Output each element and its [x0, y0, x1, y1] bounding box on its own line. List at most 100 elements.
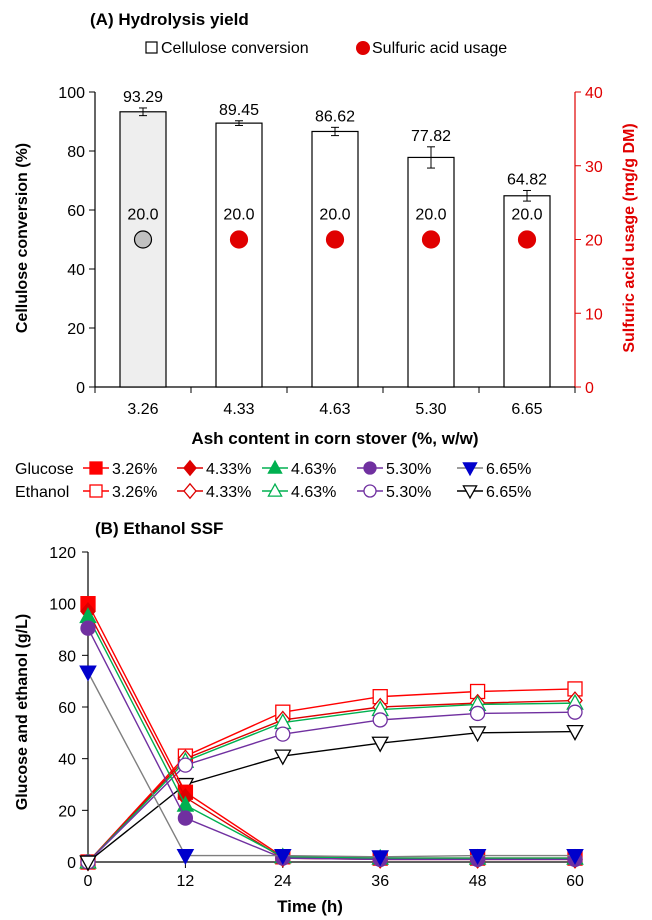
- legend-row-label-glucose: Glucose: [15, 461, 74, 478]
- x-tick-label: 3.26: [127, 401, 158, 418]
- series-line: [87, 702, 576, 863]
- panel-a-title: (A) Hydrolysis yield: [90, 10, 249, 29]
- legend-marker: [363, 484, 377, 498]
- acid-value-label: 20.0: [223, 207, 254, 224]
- data-point: [371, 850, 389, 867]
- bar-value-label: 77.82: [411, 128, 451, 145]
- legend-marker: [89, 484, 103, 498]
- y2-tick-label: 10: [585, 306, 603, 323]
- legend-marker: [462, 462, 478, 477]
- bar-value-label: 64.82: [507, 171, 547, 188]
- y2-tick-label: 40: [585, 85, 603, 102]
- x-tick-label: 5.30: [415, 401, 446, 418]
- legend-label: 3.26%: [112, 484, 157, 501]
- legend-label: 6.65%: [486, 484, 531, 501]
- data-point: [468, 848, 487, 865]
- legend-label: 4.33%: [206, 461, 251, 478]
- legend-swatch-cellulose: [145, 41, 158, 54]
- acid-value-label: 20.0: [127, 207, 158, 224]
- data-point: [275, 726, 291, 742]
- bar: [407, 156, 455, 388]
- legend-label: 3.26%: [112, 461, 157, 478]
- legend-marker: [462, 485, 478, 500]
- data-point: [274, 848, 292, 865]
- bar: [215, 122, 263, 388]
- legend-label: 5.30%: [386, 484, 431, 501]
- y-tick-label: 60: [58, 700, 76, 717]
- data-point: [274, 749, 292, 766]
- legend-swatch-acid: [356, 41, 370, 55]
- y-tick-label: 40: [67, 262, 85, 279]
- series-line: [87, 627, 575, 861]
- x-tick-label: 4.33: [223, 401, 254, 418]
- legend-marker: [183, 482, 197, 500]
- y-tick-label: 100: [49, 597, 76, 614]
- legend-label: 4.63%: [291, 484, 336, 501]
- y2-tick-label: 30: [585, 159, 603, 176]
- data-point: [469, 705, 486, 722]
- legend-label: 4.33%: [206, 484, 251, 501]
- x-tick-label: 4.63: [319, 401, 350, 418]
- series-line: [87, 699, 576, 863]
- data-point: [177, 757, 194, 773]
- legend-marker: [267, 482, 283, 497]
- series-line: [87, 671, 575, 858]
- panel-a-y-axis-title: Cellulose conversion (%): [14, 143, 31, 333]
- y2-tick-label: 20: [585, 233, 603, 250]
- data-point: [566, 724, 584, 741]
- data-point: [177, 810, 194, 826]
- series-line: [87, 688, 576, 863]
- acid-value-label: 20.0: [415, 207, 446, 224]
- acid-point: [229, 230, 249, 249]
- x-tick-label: 24: [274, 873, 292, 890]
- x-tick-label: 6.65: [511, 401, 542, 418]
- y-tick-label: 120: [49, 545, 76, 562]
- series-line: [87, 730, 576, 863]
- acid-point: [517, 230, 537, 249]
- acid-point: [421, 230, 441, 249]
- acid-value-label: 20.0: [511, 207, 542, 224]
- y2-tick-label: 0: [585, 380, 594, 397]
- series-line: [87, 616, 575, 859]
- bar: [119, 111, 167, 388]
- data-point: [79, 855, 97, 872]
- bar-value-label: 89.45: [219, 102, 259, 119]
- acid-point: [325, 230, 345, 249]
- bar-value-label: 93.29: [123, 89, 163, 106]
- panel-b-y-axis-title: Glucose and ethanol (g/L): [14, 614, 31, 810]
- series-line: [87, 611, 575, 861]
- legend-label-cellulose: Cellulose conversion: [161, 40, 309, 57]
- data-point: [567, 704, 583, 720]
- y-tick-label: 20: [58, 803, 76, 820]
- legend-label: 6.65%: [486, 461, 531, 478]
- x-tick-label: 12: [177, 873, 195, 890]
- y-tick-label: 80: [67, 144, 85, 161]
- x-tick-label: 0: [84, 873, 93, 890]
- x-tick-label: 48: [469, 873, 487, 890]
- data-point: [176, 848, 195, 865]
- y-tick-label: 20: [67, 321, 85, 338]
- data-point: [371, 736, 389, 753]
- panel-b-plot: 0 20 40 60 80 100 120 0 12 24 36 48 60 3.26% 4.33% 4.63…: [49, 459, 584, 890]
- legend-row-label-ethanol: Ethanol: [15, 484, 69, 501]
- y-tick-label: 60: [67, 203, 85, 220]
- data-point: [468, 726, 487, 743]
- panel-a-x-axis-title: Ash content in corn stover (%, w/w): [191, 429, 478, 448]
- series-line: [87, 603, 575, 859]
- bar-value-label: 86.62: [315, 108, 355, 125]
- data-point: [372, 712, 388, 728]
- acid-point: [133, 230, 153, 249]
- y-tick-label: 40: [58, 752, 76, 769]
- data-point: [566, 848, 584, 865]
- bar: [503, 195, 551, 388]
- y-tick-label: 80: [58, 648, 76, 665]
- series-line: [87, 711, 576, 863]
- legend-label: 5.30%: [386, 461, 431, 478]
- panel-a-plot: 0 20 40 60 80 100 0 10 20 30 40 3.26 4.33 4.63 5.30 6.6…: [58, 40, 603, 418]
- data-point: [79, 665, 97, 682]
- panel-b-x-axis-title: Time (h): [277, 897, 343, 916]
- y-tick-label: 100: [58, 85, 85, 102]
- x-tick-label: 36: [371, 873, 389, 890]
- acid-value-label: 20.0: [319, 207, 350, 224]
